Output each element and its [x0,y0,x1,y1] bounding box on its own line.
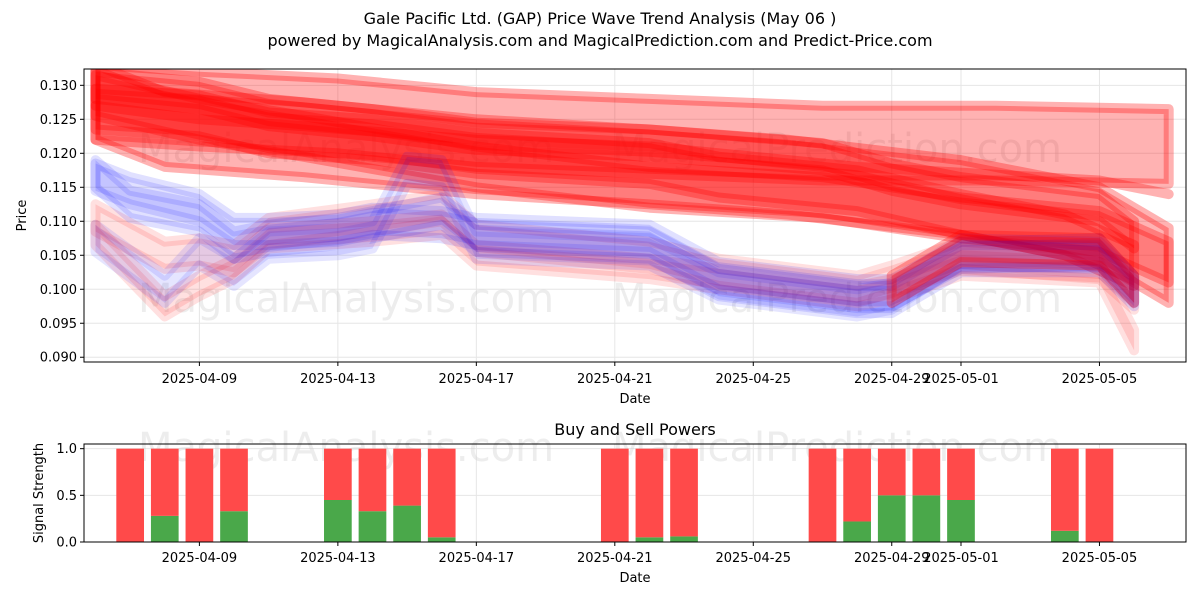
buy-bar [358,511,387,542]
wave-band-red [90,83,1140,291]
x-tick-label: 2025-05-05 [1062,372,1138,387]
wave-band-red [90,100,1174,200]
y-tick-label: 0.0 [56,536,77,551]
buy-bar [393,505,421,542]
x-tick-label: 2025-04-09 [162,372,238,387]
wave-band-blue [90,155,1140,319]
x-axis-label: Date [619,392,650,407]
buy-bar [1050,530,1079,542]
buy-bar [635,537,664,542]
sell-bar [947,448,975,500]
buy-bar [150,515,179,542]
signal-chart-title: Buy and Sell Powers [554,420,716,439]
wave-band-red [90,189,1140,315]
x-tick-label: 2025-05-01 [923,551,999,566]
x-tick-label: 2025-04-29 [854,372,930,387]
wave-band-red [90,69,1174,308]
buy-bar [877,495,906,542]
buy-bar [843,521,871,542]
x-tick-label: 2025-04-13 [300,551,376,566]
y-tick-label: 0.120 [40,147,77,162]
wave-band-red [90,69,1174,189]
buy-bar [670,536,698,542]
x-tick-label: 2025-04-17 [439,551,515,566]
y-tick-label: 0.095 [40,317,77,332]
sell-bar [116,448,145,542]
sell-bar [324,448,352,500]
wave-band-red [90,209,1140,356]
x-tick-label: 2025-04-21 [577,372,653,387]
sell-bar [150,448,179,516]
y-tick-label: 0.100 [40,283,77,298]
x-tick-label: 2025-04-25 [715,372,791,387]
sell-bar [393,448,421,506]
chart-title: Gale Pacific Ltd. (GAP) Price Wave Trend… [363,9,837,28]
sell-bar [808,448,837,542]
wave-band-red [90,69,1140,254]
sell-bar [427,448,456,538]
buy-bar [220,511,248,542]
sell-bar [843,448,871,522]
buy-bar [947,500,975,542]
y-axis-label: Signal Strength [32,443,47,543]
x-tick-label: 2025-05-05 [1062,551,1138,566]
buy-bar [324,500,352,542]
wave-band-red [886,229,1140,308]
watermark: MagicalAnalysis.com [138,276,554,322]
signal-chart: MagicalAnalysis.com MagicalPrediction.com… [32,420,1187,586]
y-tick-label: 0.115 [40,181,77,196]
y-tick-label: 0.125 [40,113,77,128]
x-axis-label: Date [619,571,650,586]
sell-bar [670,448,698,537]
x-tick-label: 2025-04-17 [439,372,515,387]
sell-bar [877,448,906,496]
sell-bar [912,448,941,496]
sell-bar [185,448,214,542]
sell-bar [600,448,629,542]
plot-frame [83,443,1187,543]
buy-bar [427,537,456,542]
watermark: MagicalPrediction.com [612,126,1062,172]
y-tick-label: 1.0 [56,442,77,457]
wave-band-red [90,70,1174,288]
y-tick-label: 0.5 [56,489,77,504]
x-tick-label: 2025-04-09 [162,551,238,566]
sell-bar [220,448,248,512]
x-tick-label: 2025-04-25 [715,551,791,566]
x-tick-label: 2025-04-29 [854,551,930,566]
wave-band-blue [90,158,1140,312]
x-tick-label: 2025-04-21 [577,551,653,566]
y-axis-label: Price [15,200,30,232]
x-tick-label: 2025-04-13 [300,372,376,387]
chart-subtitle: powered by MagicalAnalysis.com and Magic… [267,31,933,50]
x-tick-label: 2025-05-01 [923,372,999,387]
y-tick-label: 0.090 [40,351,77,366]
price-chart: MagicalAnalysis.com MagicalPrediction.com… [15,68,1187,407]
plot-frame [83,68,1187,363]
sell-bar [1050,448,1079,531]
sell-bar [358,448,387,512]
y-tick-label: 0.130 [40,79,77,94]
watermark: MagicalPrediction.com [612,276,1062,322]
y-tick-label: 0.105 [40,249,77,264]
sell-bar [635,448,664,538]
price-bands [90,69,1174,356]
watermark: MagicalAnalysis.com [138,126,554,172]
y-tick-label: 0.110 [40,215,77,230]
sell-bar [1085,448,1114,542]
wave-band-blue [90,151,1140,322]
buy-bar [912,495,941,542]
